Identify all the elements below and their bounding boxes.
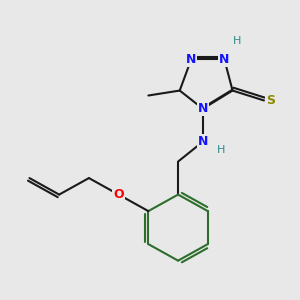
- Text: N: N: [186, 53, 196, 66]
- Text: N: N: [219, 53, 230, 66]
- Text: S: S: [266, 94, 275, 107]
- Text: N: N: [198, 135, 208, 148]
- Text: N: N: [198, 102, 208, 115]
- Text: H: H: [217, 145, 225, 155]
- Text: O: O: [113, 188, 124, 201]
- Text: H: H: [233, 36, 242, 46]
